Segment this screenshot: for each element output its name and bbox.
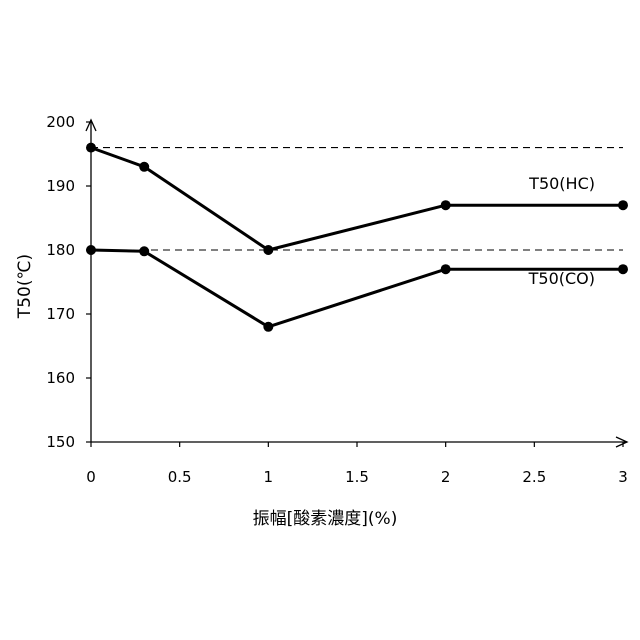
y-tick-label: 170 <box>46 305 75 323</box>
x-tick-label: 2.5 <box>522 468 546 486</box>
y-tick-label: 200 <box>46 113 75 131</box>
y-tick-label: 160 <box>46 369 75 387</box>
data-point <box>139 162 149 172</box>
reference-lines <box>91 148 623 250</box>
x-tick-label: 0 <box>86 468 96 486</box>
y-axis-title: T50(℃) <box>15 254 35 319</box>
data-point <box>618 264 628 274</box>
x-tick-label: 1.5 <box>345 468 369 486</box>
data-point <box>86 245 96 255</box>
series-line <box>91 148 623 250</box>
data-point <box>86 143 96 153</box>
y-tick-label: 190 <box>46 177 75 195</box>
data-point <box>263 322 273 332</box>
series-points <box>86 143 628 332</box>
x-tick-label: 1 <box>264 468 274 486</box>
x-axis-title: 振幅[酸素濃度](%) <box>253 509 398 529</box>
ticks: 0 0.5 1 1.5 2 2.5 3 150 160 170 180 190 200 <box>46 113 627 486</box>
y-tick-label: 150 <box>46 433 75 451</box>
data-point <box>263 245 273 255</box>
data-point <box>441 200 451 210</box>
series-label: T50(CO) <box>528 269 595 288</box>
series-labels: T50(HC) T50(CO) <box>528 174 595 288</box>
data-point <box>618 200 628 210</box>
x-tick-label: 3 <box>618 468 628 486</box>
data-point <box>139 246 149 256</box>
series-label: T50(HC) <box>528 174 595 193</box>
data-point <box>441 264 451 274</box>
series-line <box>91 250 623 327</box>
x-tick-label: 2 <box>441 468 451 486</box>
y-tick-label: 180 <box>46 241 75 259</box>
x-tick-label: 0.5 <box>168 468 192 486</box>
